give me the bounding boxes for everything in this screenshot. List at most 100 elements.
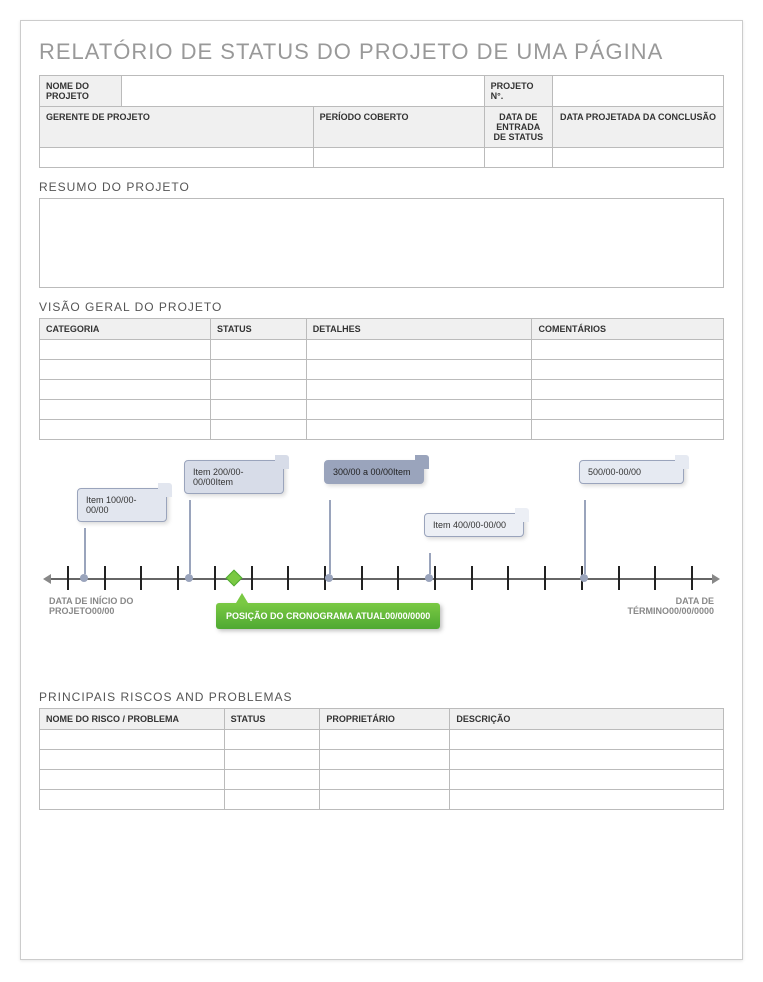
manager-value[interactable] bbox=[40, 148, 314, 168]
timeline-baseline bbox=[49, 578, 714, 580]
table-cell[interactable] bbox=[320, 730, 450, 750]
timeline-tick bbox=[434, 566, 436, 590]
table-cell[interactable] bbox=[40, 770, 225, 790]
project-name-label: NOME DO PROJETO bbox=[46, 81, 89, 101]
table-cell[interactable] bbox=[40, 380, 211, 400]
table-cell[interactable] bbox=[211, 380, 307, 400]
col-category: CATEGORIA bbox=[46, 324, 99, 334]
completion-value[interactable] bbox=[552, 148, 723, 168]
timeline-end-label: DATA DE TÉRMINO00/00/0000 bbox=[624, 596, 714, 616]
table-cell[interactable] bbox=[40, 340, 211, 360]
project-no-value[interactable] bbox=[552, 76, 723, 107]
table-cell[interactable] bbox=[40, 730, 225, 750]
timeline-callout: 300/00 a 00/00Item bbox=[324, 460, 424, 484]
table-row bbox=[40, 770, 724, 790]
table-row bbox=[40, 730, 724, 750]
table-cell[interactable] bbox=[320, 770, 450, 790]
table-cell[interactable] bbox=[40, 750, 225, 770]
col-details: DETALHES bbox=[313, 324, 361, 334]
page-title: RELATÓRIO DE STATUS DO PROJETO DE UMA PÁ… bbox=[39, 39, 724, 65]
timeline-tick bbox=[287, 566, 289, 590]
timeline-dot bbox=[580, 574, 588, 582]
table-cell[interactable] bbox=[40, 400, 211, 420]
timeline-dot bbox=[425, 574, 433, 582]
table-row bbox=[40, 340, 724, 360]
timeline-start-label: DATA DE INÍCIO DO PROJETO00/00 bbox=[49, 596, 139, 616]
table-cell[interactable] bbox=[532, 380, 724, 400]
table-cell[interactable] bbox=[532, 420, 724, 440]
table-cell[interactable] bbox=[306, 360, 532, 380]
overview-table: CATEGORIA STATUS DETALHES COMENTÁRIOS bbox=[39, 318, 724, 440]
col-risk-status: STATUS bbox=[231, 714, 266, 724]
table-cell[interactable] bbox=[40, 790, 225, 810]
timeline-stem bbox=[84, 528, 86, 574]
timeline-callout: 500/00-00/00 bbox=[579, 460, 684, 484]
table-cell[interactable] bbox=[532, 360, 724, 380]
table-cell[interactable] bbox=[40, 360, 211, 380]
summary-heading: RESUMO DO PROJETO bbox=[39, 180, 724, 194]
timeline-tick bbox=[214, 566, 216, 590]
table-cell[interactable] bbox=[450, 770, 724, 790]
table-cell[interactable] bbox=[320, 750, 450, 770]
table-row bbox=[40, 380, 724, 400]
summary-box[interactable] bbox=[39, 198, 724, 288]
status-date-value[interactable] bbox=[484, 148, 552, 168]
table-cell[interactable] bbox=[224, 750, 320, 770]
table-cell[interactable] bbox=[211, 360, 307, 380]
table-cell[interactable] bbox=[306, 420, 532, 440]
timeline-stem bbox=[584, 500, 586, 574]
table-cell[interactable] bbox=[224, 770, 320, 790]
table-row bbox=[40, 360, 724, 380]
table-cell[interactable] bbox=[211, 420, 307, 440]
table-cell[interactable] bbox=[450, 790, 724, 810]
timeline-tick bbox=[177, 566, 179, 590]
risks-table: NOME DO RISCO / PROBLEMA STATUS PROPRIET… bbox=[39, 708, 724, 810]
timeline-tick bbox=[507, 566, 509, 590]
timeline-tick bbox=[104, 566, 106, 590]
timeline-stem bbox=[329, 500, 331, 574]
manager-label: GERENTE DE PROJETO bbox=[46, 112, 150, 122]
timeline-dot bbox=[185, 574, 193, 582]
timeline-callout: Item 200/00-00/00Item bbox=[184, 460, 284, 494]
timeline-tick bbox=[361, 566, 363, 590]
timeline-tick bbox=[67, 566, 69, 590]
period-label: PERÍODO COBERTO bbox=[320, 112, 409, 122]
timeline-tick bbox=[654, 566, 656, 590]
timeline: Item 100/00-00/00Item 200/00-00/00Item30… bbox=[39, 448, 724, 678]
table-cell[interactable] bbox=[532, 400, 724, 420]
timeline-tick bbox=[140, 566, 142, 590]
status-date-label: DATA DE ENTRADA DE STATUS bbox=[493, 112, 543, 142]
table-cell[interactable] bbox=[224, 730, 320, 750]
table-row bbox=[40, 750, 724, 770]
col-status: STATUS bbox=[217, 324, 252, 334]
timeline-stem bbox=[189, 500, 191, 574]
table-cell[interactable] bbox=[40, 420, 211, 440]
completion-label: DATA PROJETADA DA CONCLUSÃO bbox=[560, 112, 716, 122]
table-cell[interactable] bbox=[306, 340, 532, 360]
current-diamond-icon bbox=[226, 570, 243, 587]
table-cell[interactable] bbox=[320, 790, 450, 810]
timeline-stem bbox=[429, 553, 431, 574]
timeline-dot bbox=[325, 574, 333, 582]
col-risk-owner: PROPRIETÁRIO bbox=[326, 714, 395, 724]
table-cell[interactable] bbox=[450, 730, 724, 750]
col-comments: COMENTÁRIOS bbox=[538, 324, 606, 334]
project-name-value[interactable] bbox=[122, 76, 485, 107]
table-cell[interactable] bbox=[211, 340, 307, 360]
table-cell[interactable] bbox=[211, 400, 307, 420]
table-cell[interactable] bbox=[450, 750, 724, 770]
timeline-tick bbox=[691, 566, 693, 590]
table-cell[interactable] bbox=[306, 380, 532, 400]
col-risk-name: NOME DO RISCO / PROBLEMA bbox=[46, 714, 179, 724]
timeline-tick bbox=[544, 566, 546, 590]
table-row bbox=[40, 400, 724, 420]
period-value[interactable] bbox=[313, 148, 484, 168]
table-cell[interactable] bbox=[306, 400, 532, 420]
table-cell[interactable] bbox=[224, 790, 320, 810]
table-cell[interactable] bbox=[532, 340, 724, 360]
timeline-tick bbox=[471, 566, 473, 590]
timeline-callout: Item 400/00-00/00 bbox=[424, 513, 524, 537]
overview-heading: VISÃO GERAL DO PROJETO bbox=[39, 300, 724, 314]
timeline-tick bbox=[397, 566, 399, 590]
timeline-current-label: POSIÇÃO DO CRONOGRAMA ATUAL00/00/0000 bbox=[216, 603, 440, 629]
